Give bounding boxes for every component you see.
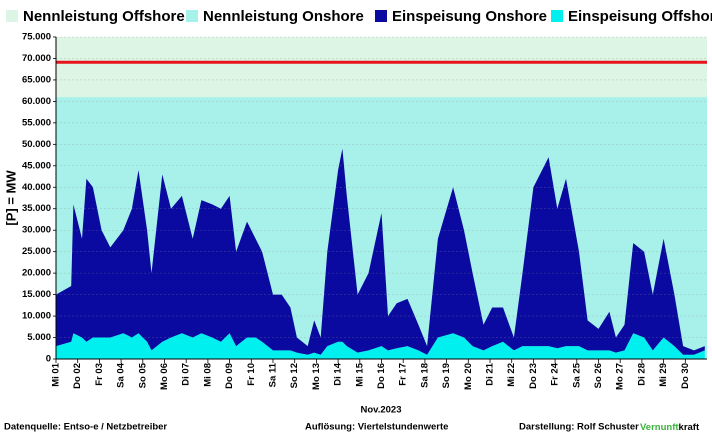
y-tick-label: 40.000: [22, 182, 51, 193]
y-tick-label: 75.000: [22, 32, 51, 43]
y-tick-label: 55.000: [22, 117, 51, 128]
y-tick-label: 50.000: [22, 139, 51, 150]
x-tick-label: Mo 27: [615, 363, 626, 390]
y-tick-label: 65.000: [22, 74, 51, 85]
x-tick-label: So 26: [593, 363, 604, 388]
x-tick-label: Do 23: [528, 363, 539, 389]
x-tick-label: Sa 11: [268, 362, 279, 387]
y-tick-label: 45.000: [22, 160, 51, 171]
x-tick-label: Mi 22: [506, 363, 517, 387]
x-tick-label: Di 21: [485, 362, 496, 385]
x-tick-label: Mo 06: [159, 363, 170, 390]
y-tick-label: 15.000: [22, 289, 51, 300]
legend-swatch: [6, 10, 18, 22]
x-tick-label: So 19: [441, 363, 452, 388]
x-tick-label: Mo 13: [311, 363, 322, 390]
x-tick-label: Mi 15: [354, 362, 365, 386]
x-tick-label: Mo 20: [463, 363, 474, 390]
legend: Nennleistung Offshore Nennleistung Onshor…: [6, 8, 712, 25]
x-tick-label: So 05: [137, 362, 148, 388]
logo-part: Vernunft: [640, 422, 679, 433]
y-tick-label: 60.000: [22, 96, 51, 107]
x-tick-label: Di 07: [181, 363, 192, 386]
legend-label: Einspeisung Onshore: [392, 8, 547, 25]
y-tick-label: 30.000: [22, 225, 51, 236]
y-axis-label: [P] = MW: [3, 170, 18, 226]
y-tick-label: 35.000: [22, 203, 51, 214]
footer-resolution: Auflösung: Viertelstundenwerte: [305, 422, 448, 433]
footer-logo: Vernunftkraft: [640, 422, 700, 433]
legend-swatch: [186, 10, 198, 22]
x-tick-label: Do 30: [680, 363, 691, 389]
x-tick-label: Fr 24: [550, 362, 561, 385]
x-tick-label: Fr 10: [246, 363, 257, 386]
y-tick-label: 20.000: [22, 268, 51, 279]
legend-swatch: [551, 10, 563, 22]
area: [56, 62, 707, 98]
footer-source: Datenquelle: Entso-e / Netzbetreiber: [4, 422, 167, 433]
x-tick-label: Di 14: [333, 362, 344, 385]
legend-label: Nennleistung Onshore: [203, 8, 364, 25]
x-tick-label: Do 16: [376, 363, 387, 389]
y-tick-label: 10.000: [22, 311, 51, 322]
legend-label: Einspeisung Offshore: [568, 8, 712, 25]
x-tick-label: Sa 04: [116, 362, 127, 388]
plot-area: 0 5.000 10.000 15.000 20.000 25.000 30.000 35.0…: [22, 32, 707, 390]
x-tick-label: Sa 18: [419, 363, 430, 388]
x-tick-label: Do 02: [72, 363, 83, 389]
x-tick-label: Do 09: [224, 363, 235, 389]
y-tick-label: 0: [46, 354, 51, 365]
x-tick-label: Mi 08: [202, 363, 213, 387]
area: [56, 333, 705, 359]
x-tick-label: Fr 03: [94, 363, 105, 386]
legend-swatch: [375, 10, 387, 22]
x-axis-label: Nov.2023: [360, 405, 401, 416]
x-tick-label: Sa 25: [571, 362, 582, 388]
footer-author: Darstellung: Rolf Schuster: [519, 422, 639, 433]
x-tick-label: Di 28: [636, 363, 647, 386]
x-tick-label: Fr 17: [398, 363, 409, 386]
x-tick-label: Mi 29: [658, 363, 669, 387]
y-tick-label: 5.000: [27, 332, 51, 343]
legend-label: Nennleistung Offshore: [23, 8, 185, 25]
x-tick-label: Mi 01: [51, 362, 62, 386]
logo-part: kraft: [679, 422, 700, 433]
y-tick-label: 25.000: [22, 246, 51, 257]
y-tick-label: 70.000: [22, 53, 51, 64]
x-tick-label: So 12: [289, 363, 300, 388]
